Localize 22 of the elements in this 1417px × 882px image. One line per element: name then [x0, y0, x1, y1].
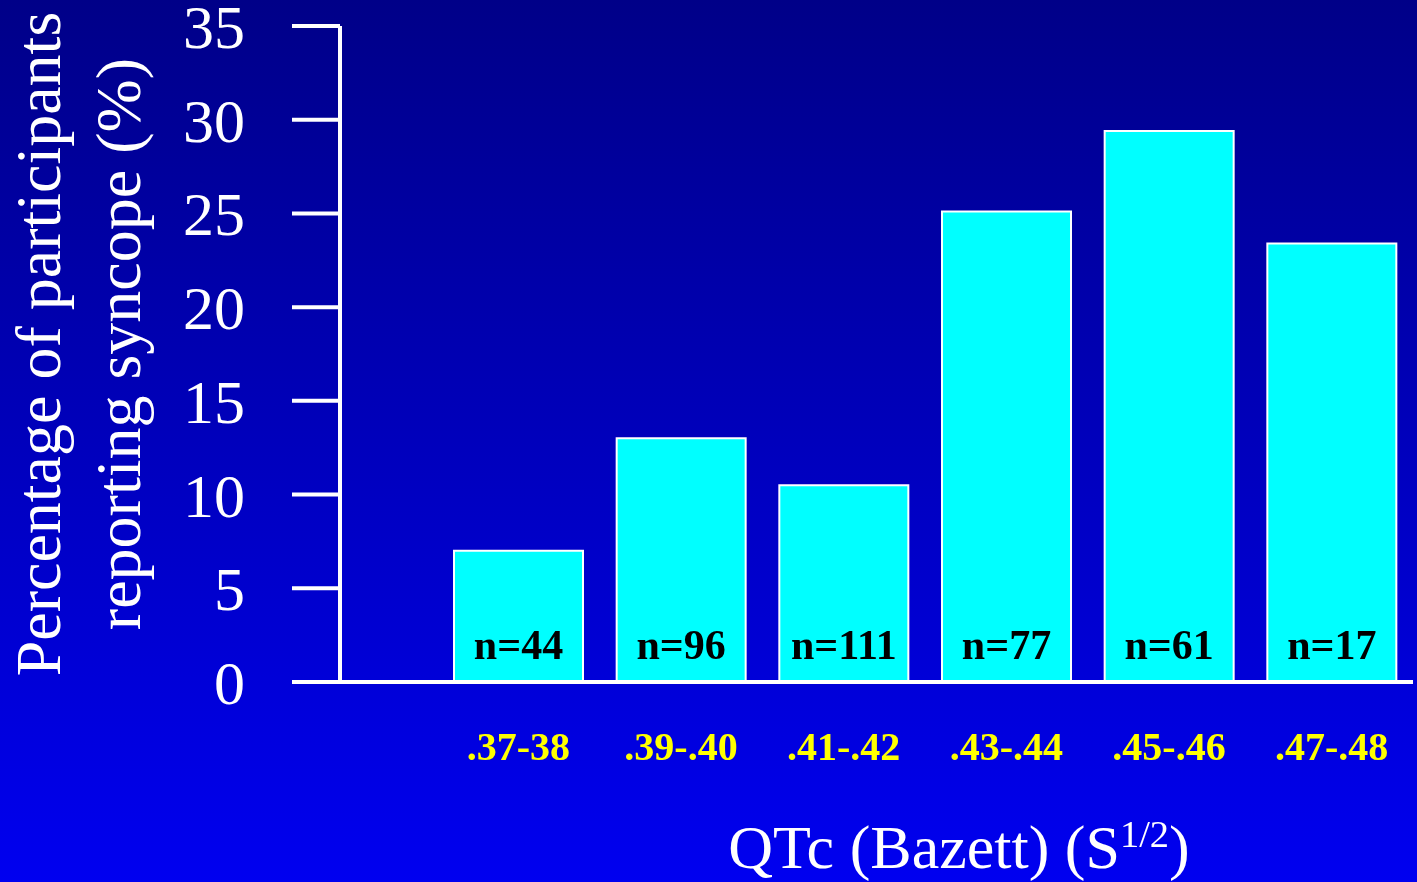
y-tick-label: 0 — [214, 649, 245, 718]
y-tick-label: 35 — [183, 0, 245, 62]
x-tick-label: .39-.40 — [624, 724, 738, 770]
annotation: n=111 — [791, 622, 897, 668]
x-tick-label: .47-.48 — [1275, 724, 1389, 770]
y-tick-label: 30 — [183, 86, 245, 155]
y-tick-label: 20 — [183, 274, 245, 343]
x-tick-label: .45-.46 — [1112, 724, 1226, 770]
y-tick-label: 5 — [214, 555, 245, 624]
x-tick-label: .43-.44 — [949, 724, 1063, 770]
x-axis-title: QTc (Bazett) (S$^{1/2}$) — [728, 813, 1190, 882]
annotation: n=61 — [1124, 622, 1214, 668]
annotation: n=44 — [473, 622, 564, 668]
y-tick-label: 25 — [183, 180, 245, 249]
annotation: n=77 — [961, 622, 1052, 668]
annotation: n=17 — [1287, 622, 1377, 668]
x-tick-label: .37-38 — [466, 724, 570, 770]
x-tick-label: .41-.42 — [787, 724, 901, 770]
y-axis-title: Percentage of participants reporting syncope (%) — [3, 11, 154, 677]
y-tick-label: 10 — [183, 461, 245, 530]
y-tick-label: 15 — [183, 367, 245, 436]
annotation: n=96 — [636, 622, 726, 668]
